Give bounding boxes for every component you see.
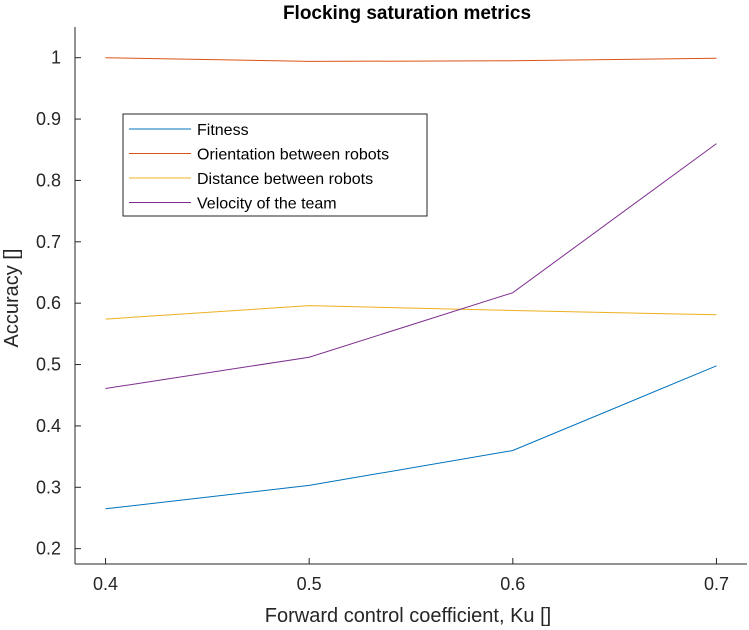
y-tick-label: 0.5: [36, 355, 61, 375]
chart-title: Flocking saturation metrics: [283, 3, 531, 24]
series-line-4: [105, 143, 717, 389]
y-tick-label: 0.2: [36, 539, 61, 559]
y-tick-label: 0.9: [36, 109, 61, 129]
y-tick-label: 0.8: [36, 170, 61, 190]
plot-box: [74, 27, 747, 565]
x-tick-label: 0.5: [297, 574, 322, 594]
y-axis-label: Accuracy []: [1, 249, 23, 348]
x-axis-label: Forward control coefficient, Ku []: [265, 605, 551, 627]
legend-label-4: Velocity of the team: [197, 196, 337, 213]
plot-background: [75, 27, 747, 564]
legend-label-1: Fitness: [197, 122, 249, 139]
y-tick-label: 0.6: [36, 293, 61, 313]
series-line-1: [105, 365, 717, 510]
y-ticks: 0.2 0.3 0.4 0.5 0.6 0.7 0.8 0.9 1: [36, 48, 81, 559]
legend-box: [122, 113, 428, 217]
x-tick-label: 0.6: [500, 574, 525, 594]
x-tick-label: 0.7: [704, 574, 729, 594]
series-line-2: [105, 57, 717, 62]
series-line-3: [105, 305, 717, 320]
x-ticks: 0.4 0.5 0.6 0.7: [93, 558, 729, 594]
series-layer: [105, 57, 717, 510]
y-tick-label: 1: [51, 48, 61, 68]
y-tick-label: 0.3: [36, 477, 61, 497]
legend: Fitness Orientation between robots Distanc…: [122, 113, 428, 217]
x-tick-label: 0.4: [93, 574, 118, 594]
y-tick-label: 0.4: [36, 416, 61, 436]
y-tick-label: 0.7: [36, 232, 61, 252]
legend-label-3: Distance between robots: [197, 171, 373, 188]
legend-label-2: Orientation between robots: [197, 147, 389, 164]
